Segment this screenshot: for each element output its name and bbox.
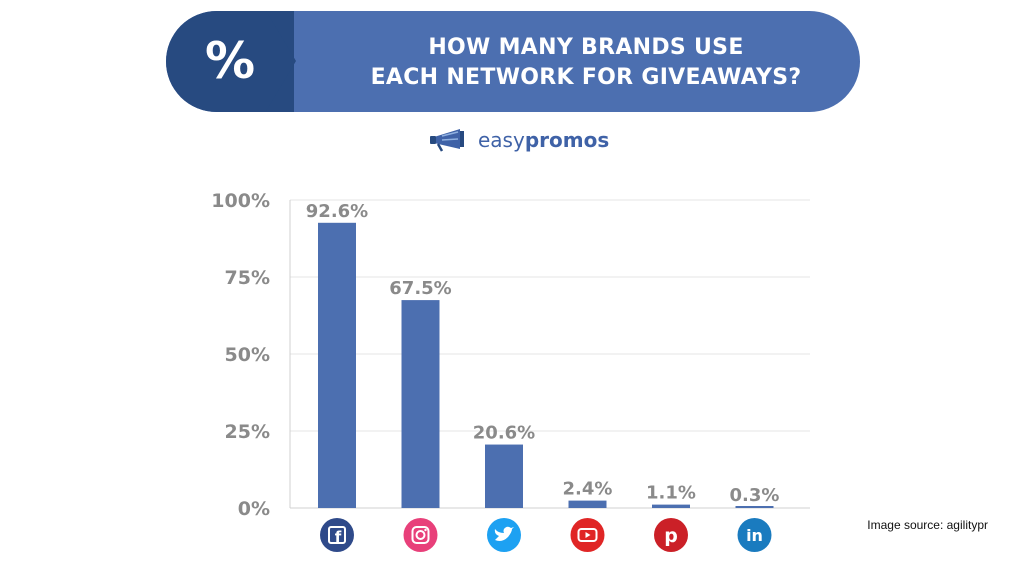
bar-value-label: 0.3% xyxy=(730,485,780,506)
pinterest-icon: p xyxy=(664,525,678,547)
svg-text:in: in xyxy=(746,526,763,545)
image-source-caption: Image source: agilitypr xyxy=(867,518,988,532)
banner-arrow xyxy=(266,11,296,111)
logo-text-easy: easy xyxy=(478,128,525,152)
bar-value-label: 20.6% xyxy=(473,423,535,444)
bar-pinterest xyxy=(652,504,690,508)
instagram-icon xyxy=(411,526,430,544)
twitter-icon xyxy=(494,526,514,541)
bar-value-label: 2.4% xyxy=(563,479,613,500)
y-tick-label: 75% xyxy=(225,267,270,289)
y-tick-label: 0% xyxy=(238,498,270,520)
y-tick-label: 25% xyxy=(225,421,270,443)
logo-text: easypromos xyxy=(478,128,609,152)
bar-instagram xyxy=(401,300,440,508)
bar-value-label: 67.5% xyxy=(389,278,451,299)
percent-icon: % xyxy=(204,32,256,90)
facebook-icon: f xyxy=(328,526,346,546)
bar-chart-svg: 0% 25% 50% 75% 100% 92.6% f 67.5% 20.6% 2.4% 1.1% p… xyxy=(211,190,810,552)
youtube-icon xyxy=(577,528,598,542)
y-tick-label: 50% xyxy=(225,344,270,366)
logo-text-promos: promos xyxy=(524,128,610,152)
bar-chart: 0% 25% 50% 75% 100% 92.6% f 67.5% 20.6% 2.4% 1.1% p… xyxy=(190,180,830,560)
chart-title-line-1: HOW MANY BRANDS USE xyxy=(428,35,744,60)
pinterest-icon-circle xyxy=(654,518,688,552)
chart-title-line-2: EACH NETWORK FOR GIVEAWAYS? xyxy=(370,65,802,90)
bar-value-label: 92.6% xyxy=(306,201,368,222)
linkedin-icon-circle xyxy=(737,518,772,552)
bar-value-label: 1.1% xyxy=(646,483,696,504)
bar-twitter xyxy=(485,444,523,508)
bar-linkedin xyxy=(735,506,774,508)
header-banner: % HOW MANY BRANDS USE EACH NETWORK FOR G… xyxy=(166,11,860,112)
megaphone-icon xyxy=(430,129,464,152)
instagram-icon-circle xyxy=(403,518,438,552)
svg-text:p: p xyxy=(664,525,678,547)
bar-facebook xyxy=(318,222,356,508)
easypromos-logo: easypromos xyxy=(430,126,609,154)
chart-title: HOW MANY BRANDS USE EACH NETWORK FOR GIV… xyxy=(326,33,846,93)
facebook-icon-circle xyxy=(320,518,354,552)
svg-text:f: f xyxy=(335,528,342,546)
bar-youtube xyxy=(568,500,607,508)
y-tick-label: 100% xyxy=(211,190,270,212)
linkedin-icon: in xyxy=(746,526,763,545)
